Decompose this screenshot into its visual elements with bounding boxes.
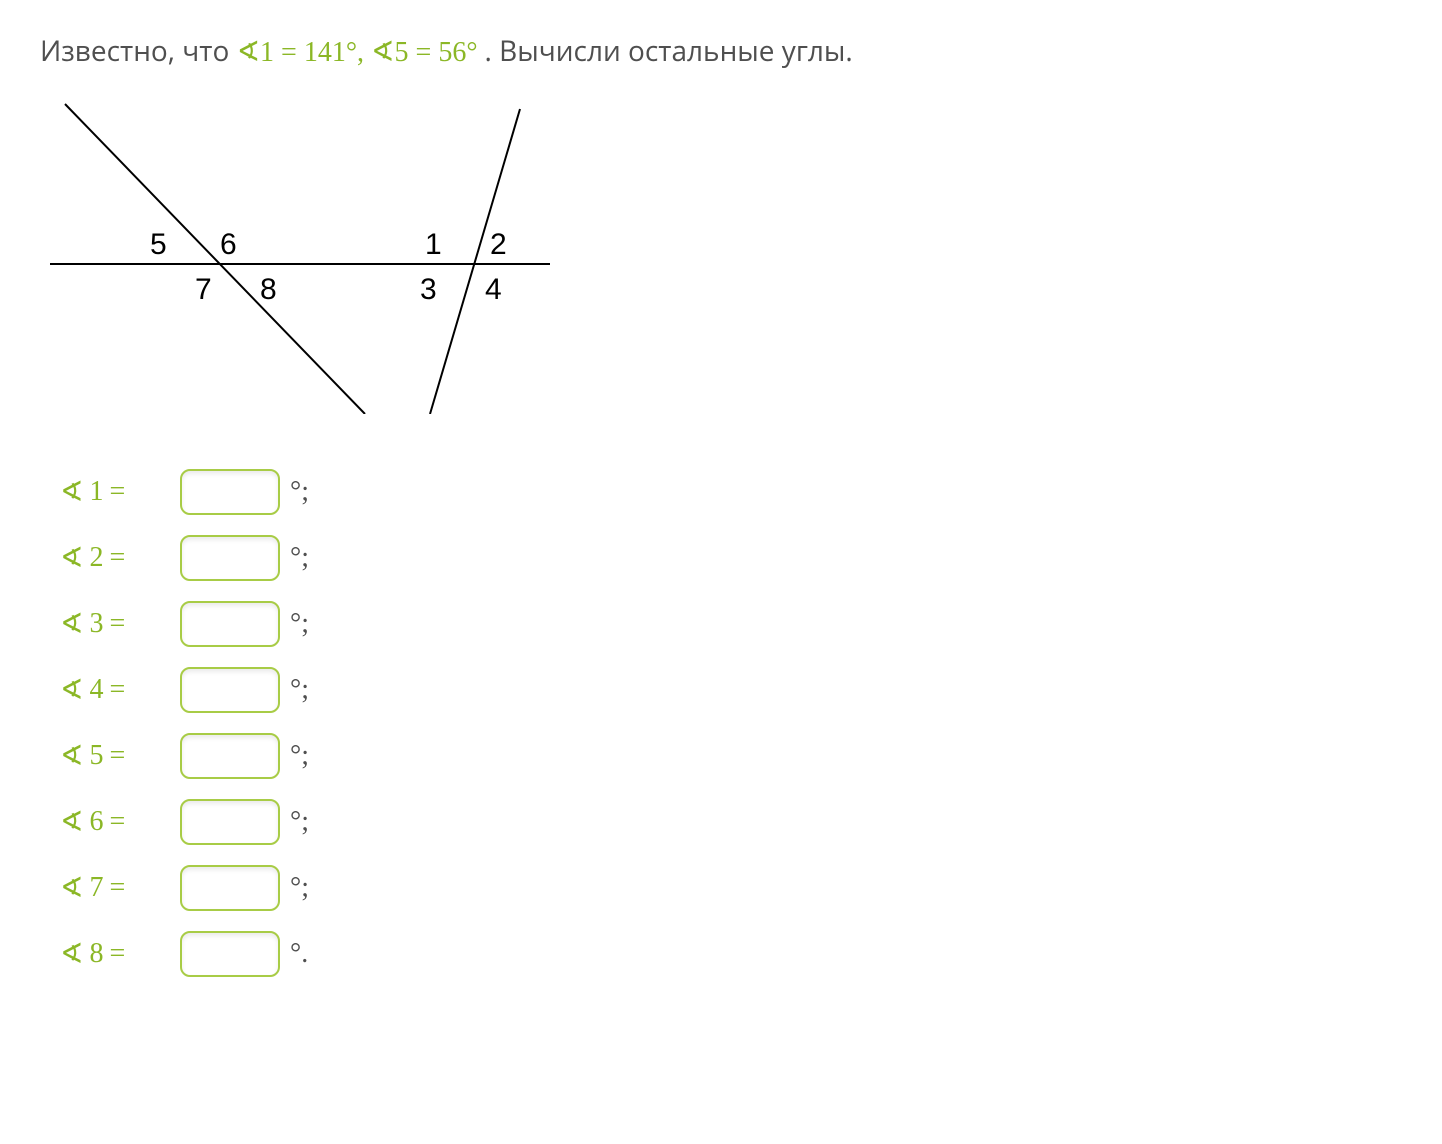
answer-suffix-8: °. xyxy=(290,938,308,970)
answer-suffix-1: °; xyxy=(290,476,309,508)
answer-row-1: ∢ 1 = °; xyxy=(60,459,1402,525)
answer-label-6: ∢ 6 = xyxy=(60,805,180,839)
angle-2-input[interactable] xyxy=(180,535,280,581)
answer-suffix-5: °; xyxy=(290,740,309,772)
angle-3-input[interactable] xyxy=(180,601,280,647)
diagram-label-8: 8 xyxy=(260,273,277,306)
angle-7-input[interactable] xyxy=(180,865,280,911)
answer-label-3: ∢ 3 = xyxy=(60,607,180,641)
answer-label-1: ∢ 1 = xyxy=(60,475,180,509)
answer-suffix-3: °; xyxy=(290,608,309,640)
answer-label-2: ∢ 2 = xyxy=(60,541,180,575)
angle-1-input[interactable] xyxy=(180,469,280,515)
diagram-label-1: 1 xyxy=(425,228,442,261)
angle-5-input[interactable] xyxy=(180,733,280,779)
angle-4-input[interactable] xyxy=(180,667,280,713)
answer-row-6: ∢ 6 = °; xyxy=(60,789,1402,855)
answer-row-2: ∢ 2 = °; xyxy=(60,525,1402,591)
diagram-svg: 5 6 7 8 1 2 3 4 xyxy=(30,94,570,414)
diagram-label-6: 6 xyxy=(220,228,237,261)
problem-statement: Известно, что ∢1 = 141°, ∢5 = 56° . Вычи… xyxy=(40,30,1402,74)
diagram-label-3: 3 xyxy=(420,273,437,306)
answer-label-7: ∢ 7 = xyxy=(60,871,180,905)
answer-suffix-6: °; xyxy=(290,806,309,838)
given-angle-1: ∢1 = 141°, ∢5 = 56° xyxy=(237,37,485,68)
answer-label-5: ∢ 5 = xyxy=(60,739,180,773)
answer-row-4: ∢ 4 = °; xyxy=(60,657,1402,723)
answer-label-4: ∢ 4 = xyxy=(60,673,180,707)
angle-8-input[interactable] xyxy=(180,931,280,977)
page: Известно, что ∢1 = 141°, ∢5 = 56° . Вычи… xyxy=(0,0,1442,1144)
answers-block: ∢ 1 = °; ∢ 2 = °; ∢ 3 = °; xyxy=(60,459,1402,987)
answer-suffix-7: °; xyxy=(290,872,309,904)
left-transversal xyxy=(65,104,365,414)
right-transversal xyxy=(430,109,520,414)
answer-row-7: ∢ 7 = °; xyxy=(60,855,1402,921)
problem-suffix: . Вычисли остальные углы. xyxy=(485,32,853,70)
geometry-diagram: 5 6 7 8 1 2 3 4 xyxy=(30,94,1402,419)
angle-6-input[interactable] xyxy=(180,799,280,845)
diagram-label-5: 5 xyxy=(150,228,167,261)
answer-row-8: ∢ 8 = °. xyxy=(60,921,1402,987)
answer-label-8: ∢ 8 = xyxy=(60,937,180,971)
answer-row-3: ∢ 3 = °; xyxy=(60,591,1402,657)
answer-suffix-4: °; xyxy=(290,674,309,706)
diagram-label-4: 4 xyxy=(485,273,502,306)
diagram-label-7: 7 xyxy=(195,273,212,306)
diagram-label-2: 2 xyxy=(490,228,507,261)
problem-prefix: Известно, что xyxy=(40,32,237,70)
answer-suffix-2: °; xyxy=(290,542,309,574)
answer-row-5: ∢ 5 = °; xyxy=(60,723,1402,789)
